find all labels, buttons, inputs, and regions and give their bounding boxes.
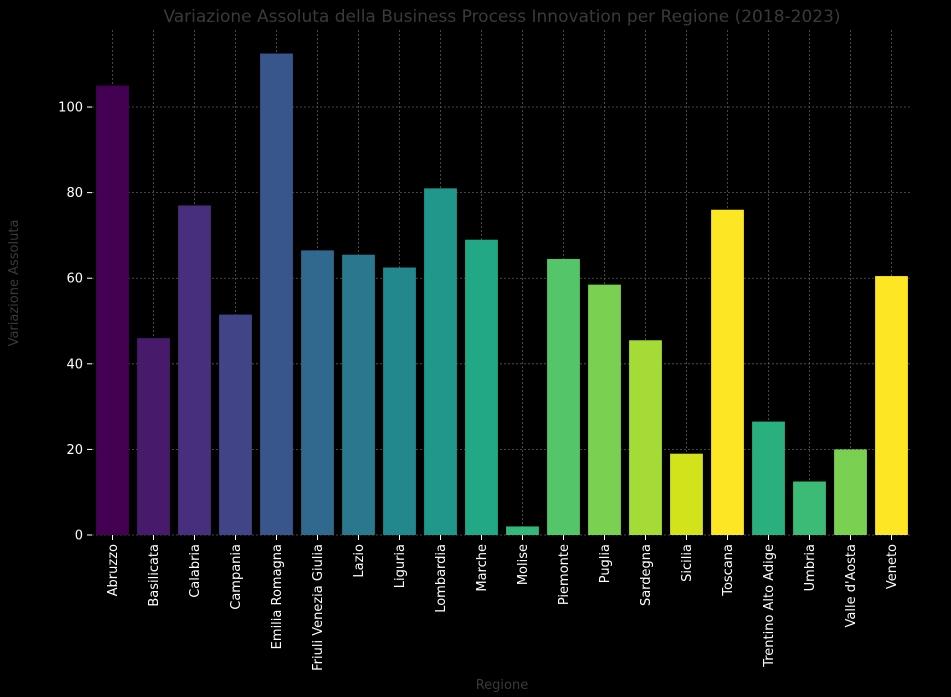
x-tick-label: Emilia Romagna (270, 544, 285, 649)
x-tick-label: Veneto (885, 544, 900, 589)
x-tick-label: Marche (475, 544, 490, 592)
x-axis-label: Regione (476, 678, 529, 693)
y-axis-label: Variazione Assoluta (7, 220, 22, 347)
x-tick-label: Abruzzo (106, 544, 121, 596)
bar-trentino-alto-adige (752, 421, 785, 535)
bar-campania (219, 314, 252, 535)
x-tick-label: Toscana (721, 544, 736, 597)
y-tick-label: 40 (66, 357, 83, 372)
bar-sicilia (670, 453, 703, 535)
bar-lombardia (424, 188, 457, 535)
y-ticks: 0 20 40 60 80 100 (58, 101, 92, 544)
bar-basilicata (137, 338, 170, 535)
bar-liguria (383, 267, 416, 535)
y-tick-label: 80 (66, 186, 83, 201)
bar-piemonte (547, 258, 580, 535)
bar-valle-d-aosta (834, 449, 867, 535)
x-tick-label: Friuli Venezia Giulia (311, 544, 326, 671)
x-tick-label: Sardegna (639, 544, 654, 606)
bar-molise (506, 526, 539, 535)
bar-puglia (588, 284, 621, 535)
y-tick-label: 20 (66, 443, 83, 458)
bar-umbria (793, 481, 826, 535)
bar-sardegna (629, 340, 662, 535)
y-tick-label: 100 (58, 101, 83, 116)
x-tick-label: Basilicata (147, 544, 162, 607)
x-tick-label: Valle d'Aosta (844, 544, 859, 627)
bar-calabria (178, 205, 211, 535)
x-tick-label: Piemonte (557, 544, 572, 605)
bar-veneto (875, 276, 908, 535)
grid (92, 30, 912, 536)
x-tick-label: Molise (516, 544, 531, 585)
bars (96, 53, 908, 536)
x-ticks: Abruzzo Basilicata Calabria Campania Emilia … (106, 535, 900, 671)
y-tick-label: 0 (75, 529, 83, 544)
bar-abruzzo (96, 85, 129, 535)
bar-emilia-romagna (260, 53, 293, 535)
x-tick-label: Calabria (188, 544, 203, 598)
x-tick-label: Liguria (393, 544, 408, 588)
x-tick-label: Lombardia (434, 544, 449, 613)
x-tick-label: Puglia (598, 544, 613, 583)
x-tick-label: Campania (229, 544, 244, 610)
x-tick-label: Trentino Alto Adige (762, 544, 777, 668)
x-tick-label: Sicilia (680, 544, 695, 582)
y-tick-label: 60 (66, 272, 83, 287)
bar-friuli-venezia-giulia (301, 250, 334, 536)
bar-marche (465, 239, 498, 536)
bar-toscana (711, 209, 744, 535)
chart-title: Variazione Assoluta della Business Proce… (163, 7, 840, 27)
x-tick-label: Umbria (803, 544, 818, 591)
bar-lazio (342, 254, 375, 536)
x-tick-label: Lazio (352, 544, 367, 578)
